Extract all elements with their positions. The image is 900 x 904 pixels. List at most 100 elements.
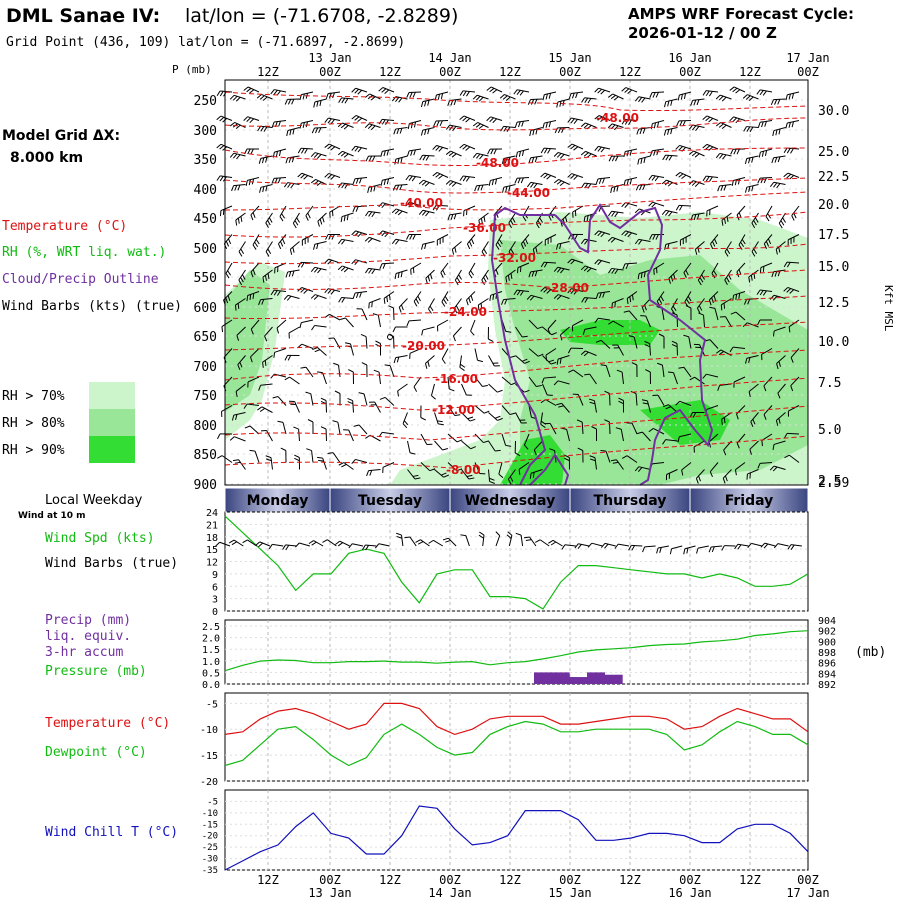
wind-barb <box>311 325 326 332</box>
wind-barb-shaft <box>679 205 691 206</box>
wind-barb <box>217 176 232 183</box>
wind-barb <box>326 92 341 99</box>
contour-label: -16.00 <box>435 372 478 386</box>
wind-barb-feather <box>437 121 440 126</box>
wind-barb <box>515 178 530 184</box>
wind-barb-feather <box>484 409 489 414</box>
wind-barb-shaft <box>677 344 678 356</box>
wind-barb <box>487 116 502 125</box>
wind-barb-shaft <box>420 540 429 546</box>
wind-barb-feather <box>348 401 353 404</box>
wind-barb-shaft <box>255 451 259 462</box>
wind-barb-shaft <box>787 433 799 434</box>
wind-barb-feather <box>358 232 362 238</box>
wind-barb <box>409 263 424 275</box>
wind-barb-feather <box>441 359 447 364</box>
time-tick-label-bottom: 00Z <box>797 873 819 887</box>
wind-barb-feather <box>488 149 491 154</box>
wind-barb-shaft <box>631 545 642 546</box>
pressure-tick-label: 350 <box>194 153 217 168</box>
wind-barb <box>460 91 475 97</box>
wind-barb-shaft <box>302 344 313 348</box>
wind-barb-feather <box>479 535 484 538</box>
wind-barb-feather <box>293 427 298 430</box>
surface-wind-barb <box>429 539 443 550</box>
contour-label: -28.00 <box>546 281 589 295</box>
pressure-tick-label: 700 <box>194 360 217 375</box>
wind-barb-feather <box>635 96 638 101</box>
wind-barb-feather <box>316 221 321 226</box>
wind-barb-shaft <box>698 546 709 548</box>
surface-wind-barb <box>761 543 775 551</box>
wind-barb <box>217 115 232 125</box>
wind-barb <box>379 87 394 97</box>
contour-label: -40.00 <box>400 196 443 210</box>
wind-barb <box>650 92 665 98</box>
wind-barb-feather <box>354 423 359 428</box>
wind-barb <box>329 336 340 351</box>
wind-barb-feather <box>487 116 491 122</box>
wind-barb-feather <box>317 268 321 273</box>
wind-barb-feather <box>479 532 484 535</box>
surface-wind-barb <box>504 532 512 546</box>
wind-barb <box>393 356 408 363</box>
precip-bar <box>587 672 605 684</box>
surface-wind-barb <box>535 538 549 550</box>
wind-barb <box>689 150 704 161</box>
wind-barb <box>339 297 354 303</box>
wind-barb <box>420 327 435 335</box>
wind-barb-feather <box>665 211 669 216</box>
surface-wind-barb <box>243 539 257 551</box>
station-latlon: lat/lon = (-71.6708, -2.8289) <box>185 5 458 27</box>
wind-barb <box>311 267 326 275</box>
wind-barb-feather <box>602 178 605 183</box>
wind-barb <box>487 86 502 97</box>
wind-barb-feather <box>325 288 329 293</box>
time-tick-label-top: 00Z <box>679 65 701 79</box>
wind-barb <box>596 178 611 185</box>
wind-barb-feather <box>410 92 413 97</box>
wind-barb-feather <box>300 240 305 246</box>
wind-barb-feather <box>353 179 356 184</box>
wind-barb <box>352 259 367 268</box>
wind-barb-feather <box>345 341 350 345</box>
wind-barb <box>703 90 718 97</box>
wind-barb-shaft <box>469 263 475 273</box>
wind-barb-feather <box>372 269 375 274</box>
wind-barb-feather <box>298 148 301 153</box>
wind-barb-feather <box>712 547 715 552</box>
date-tick-label-top: 14 Jan <box>428 51 471 65</box>
surface-wind-barb <box>478 532 485 546</box>
wind-barb-feather <box>636 185 639 190</box>
wind-barb-feather <box>278 420 283 424</box>
wind-barb-shaft <box>565 545 576 546</box>
date-tick-label-bottom: 14 Jan <box>428 886 471 900</box>
wind-barb-feather <box>544 148 547 153</box>
wind-barb <box>317 456 326 471</box>
wind-barb-feather <box>495 532 501 536</box>
wind-barb-feather <box>420 102 424 107</box>
wind-barb-shaft <box>441 263 448 273</box>
model-grid-label: Model Grid ΔX: <box>2 128 120 144</box>
pressure-tick-label: 650 <box>194 330 217 345</box>
wind-barb-feather <box>366 187 370 192</box>
time-tick-label-bottom: 12Z <box>739 873 761 887</box>
weekday-label: Monday <box>247 493 309 509</box>
wind-barb-feather <box>676 145 680 151</box>
wind-barb-feather <box>369 268 372 273</box>
windchill-tick: -15 <box>202 820 218 830</box>
surface-wind-barb <box>735 544 749 551</box>
temperature-tick: -20 <box>200 777 218 788</box>
wind-barb-feather <box>653 92 656 97</box>
wind-barb-feather <box>490 117 494 123</box>
wind-barb-feather <box>488 180 492 185</box>
wind-barb <box>325 143 340 154</box>
wind-barb <box>343 428 353 443</box>
wind-barb-shaft <box>482 242 488 252</box>
wind-barb <box>299 121 314 129</box>
wind-barb-feather <box>404 535 410 540</box>
wind-barb-feather <box>287 296 291 301</box>
wind-barb-feather <box>761 178 764 183</box>
precip-tick: 2.0 <box>202 634 220 645</box>
time-tick-label-top: 00Z <box>559 65 581 79</box>
